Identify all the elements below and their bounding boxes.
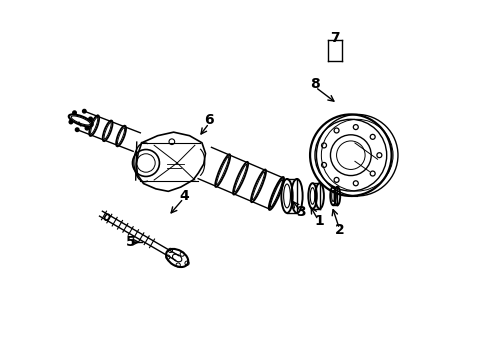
Circle shape bbox=[85, 126, 88, 130]
Text: 2: 2 bbox=[335, 222, 345, 237]
Circle shape bbox=[89, 117, 92, 121]
Text: 5: 5 bbox=[126, 235, 136, 249]
Text: 3: 3 bbox=[296, 205, 305, 219]
Circle shape bbox=[73, 111, 76, 114]
Text: 4: 4 bbox=[179, 189, 189, 203]
Text: 1: 1 bbox=[313, 214, 323, 228]
Text: 8: 8 bbox=[310, 77, 320, 91]
Text: 7: 7 bbox=[329, 31, 339, 45]
Circle shape bbox=[69, 120, 73, 124]
Circle shape bbox=[75, 128, 79, 131]
Text: 6: 6 bbox=[204, 113, 213, 127]
Circle shape bbox=[82, 109, 86, 113]
